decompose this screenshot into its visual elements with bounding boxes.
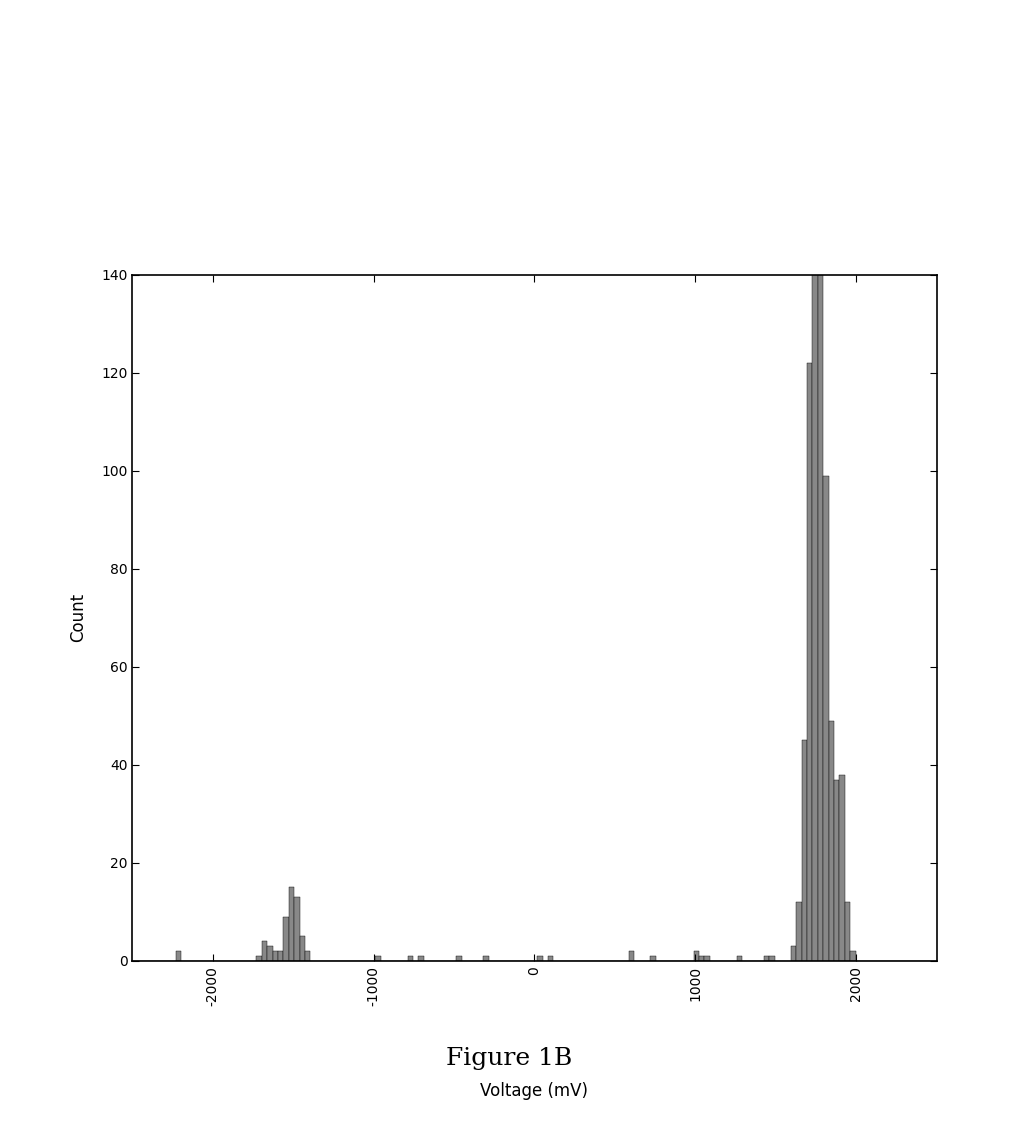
Bar [418,956,423,961]
Bar [801,740,807,961]
Bar [278,951,283,961]
Bar [283,916,289,961]
Y-axis label: Count: Count [69,594,88,642]
X-axis label: Voltage (mV): Voltage (mV) [480,1082,588,1101]
Bar [850,951,855,961]
Text: Figure 1B: Figure 1B [446,1047,572,1070]
Bar [262,942,268,961]
Bar [299,937,305,961]
Bar [699,956,704,961]
Bar [294,897,299,961]
Bar [704,956,710,961]
Bar [764,956,770,961]
Bar [770,956,775,961]
Bar [834,779,840,961]
Bar [840,774,845,961]
Bar [693,951,699,961]
Bar [845,903,850,961]
Bar [829,721,834,961]
Bar [273,951,278,961]
Bar [737,956,742,961]
Bar [268,946,273,961]
Bar [376,956,381,961]
Bar [812,157,817,961]
Bar [817,93,824,961]
Bar [548,956,554,961]
Bar [456,956,461,961]
Bar [791,946,796,961]
Bar [484,956,489,961]
Bar [257,956,262,961]
Bar [651,956,656,961]
Bar [824,476,829,961]
Bar [538,956,543,961]
Bar [305,951,310,961]
Bar [289,888,294,961]
Bar [796,903,801,961]
Bar [407,956,413,961]
Bar [807,363,812,961]
Bar [629,951,634,961]
Bar [175,951,181,961]
